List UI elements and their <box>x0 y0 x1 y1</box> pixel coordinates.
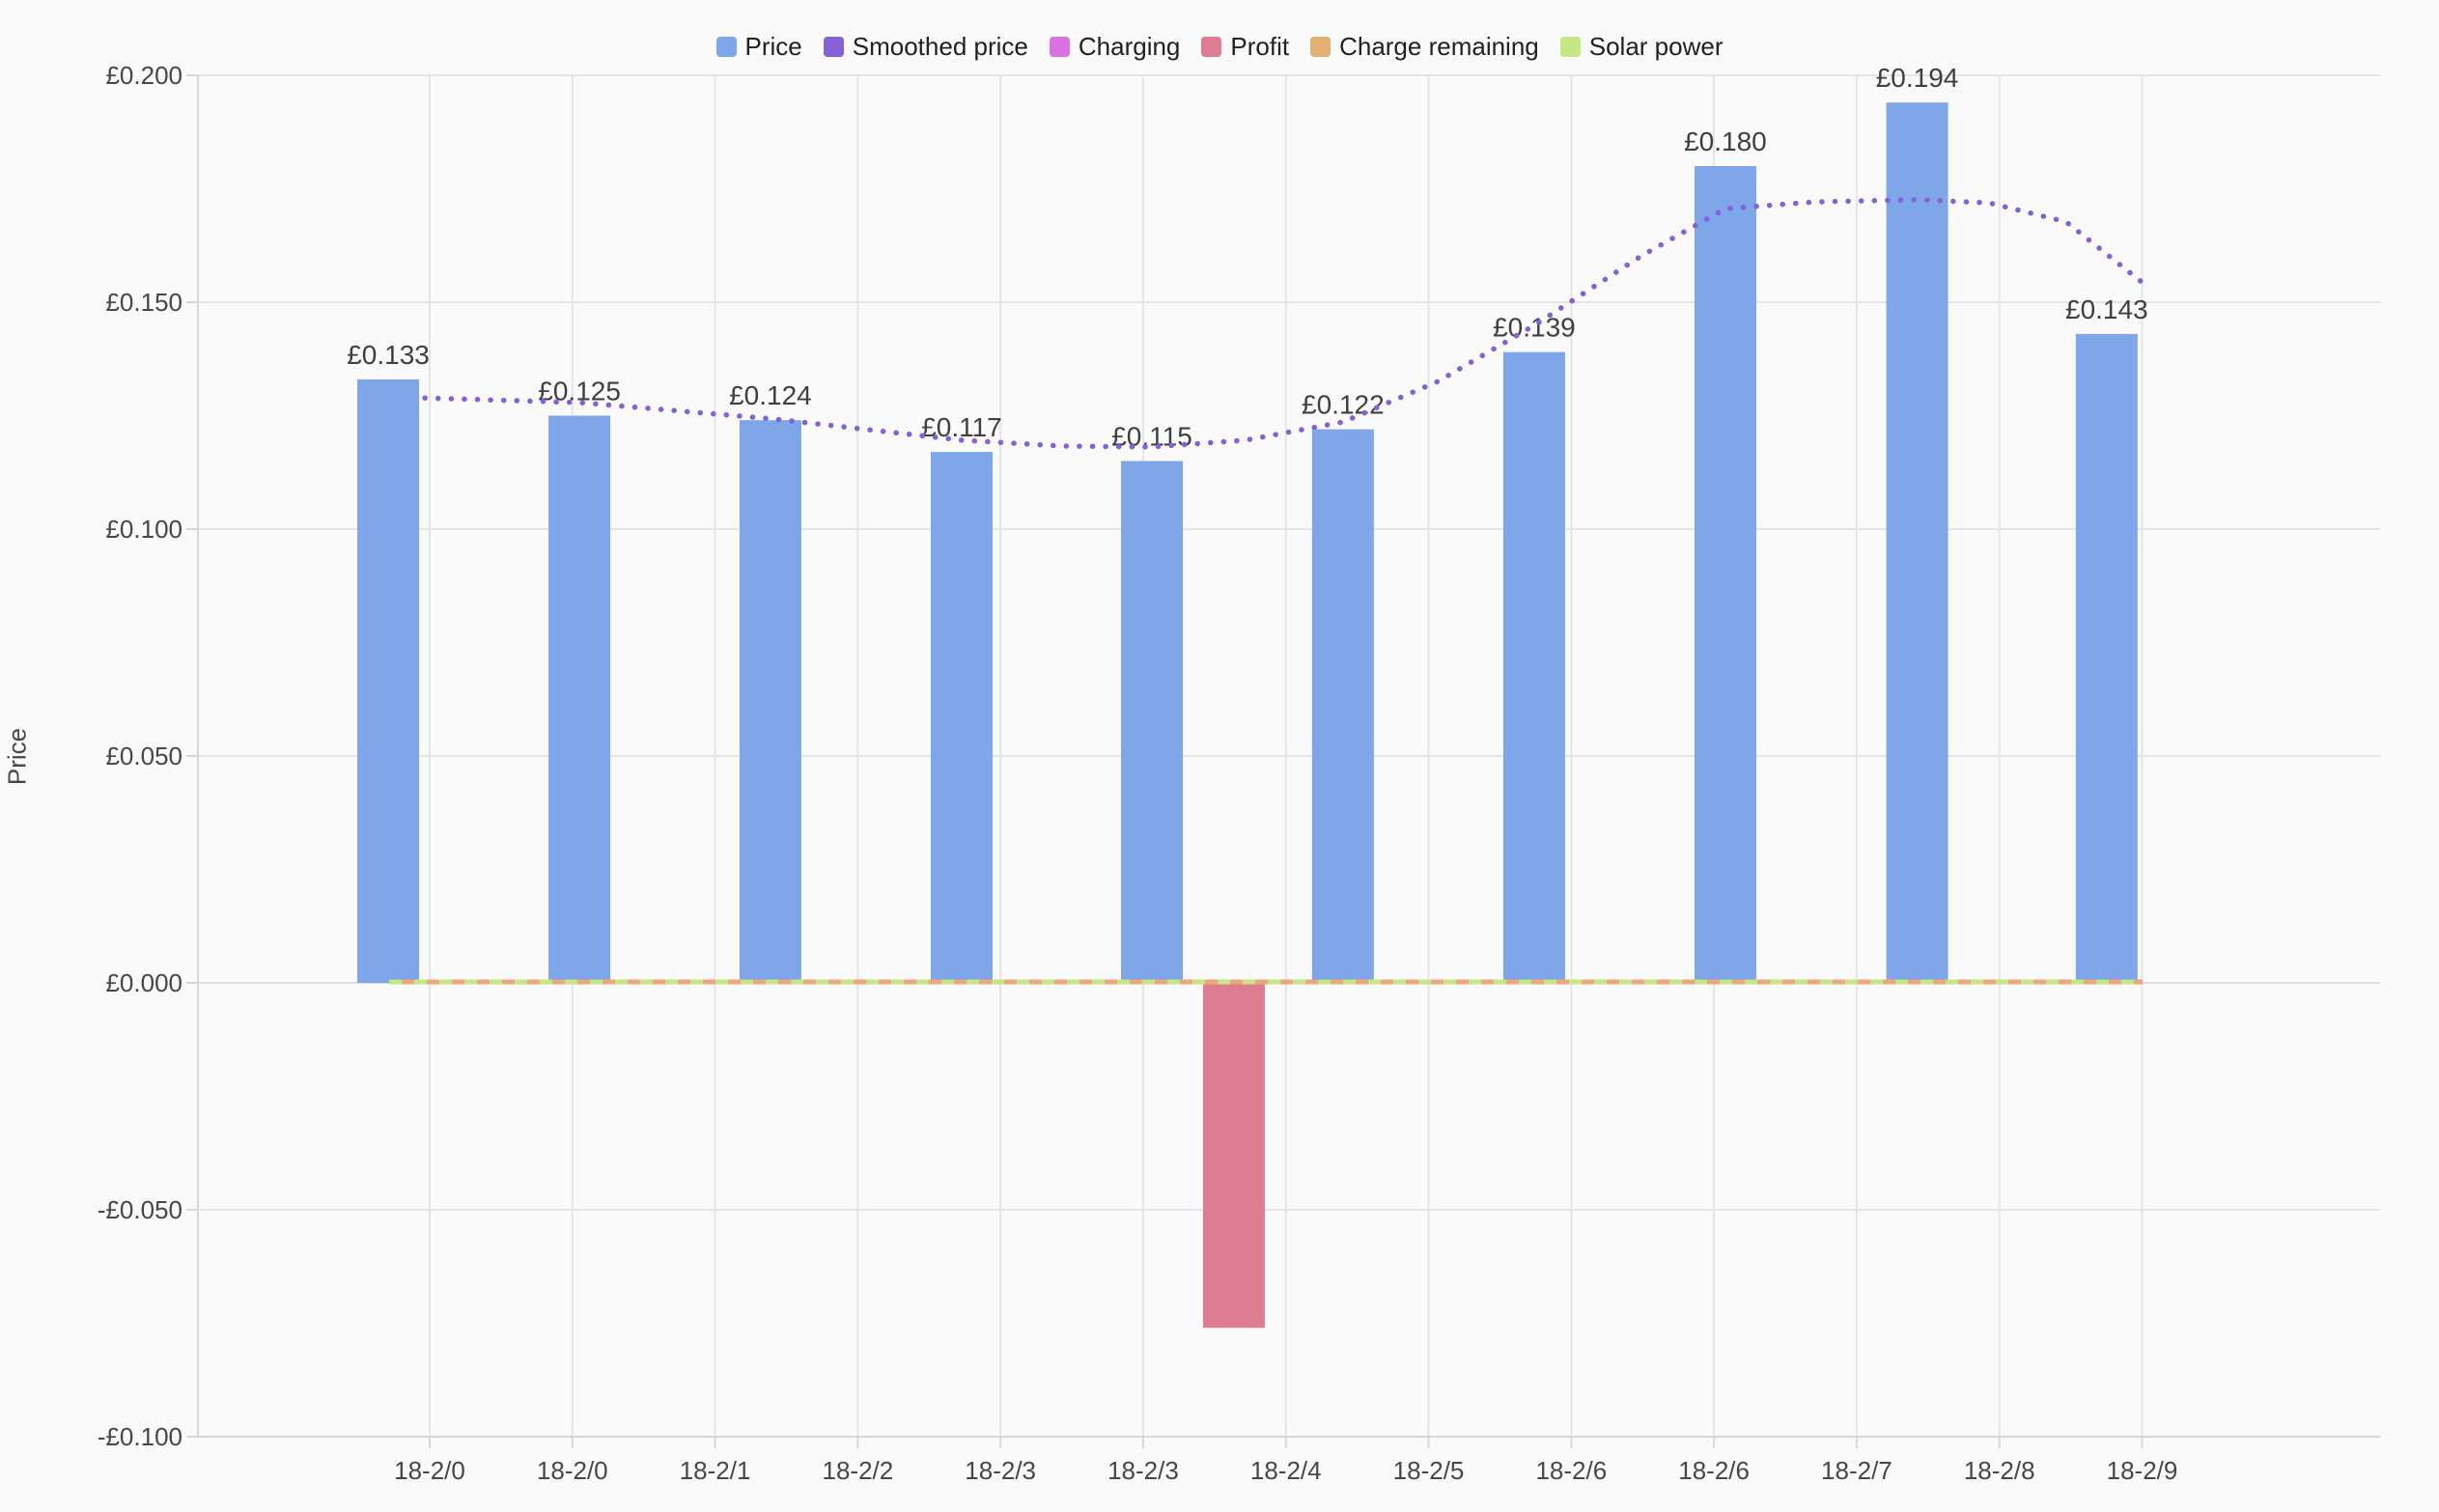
price-bar-value-label: £0.139 <box>1493 313 1576 343</box>
price-bar[interactable] <box>357 378 420 983</box>
y-tick-label: £0.100 <box>105 515 182 544</box>
chart-legend: Price Smoothed price Charging Profit Charge … <box>0 29 2439 64</box>
price-bar[interactable] <box>2075 333 2138 983</box>
legend-item-charge-remaining[interactable]: Charge remaining <box>1310 34 1539 59</box>
y-tick-label: -£0.050 <box>98 1195 182 1224</box>
legend-label: Price <box>744 32 802 61</box>
price-bar[interactable] <box>1694 166 1756 983</box>
x-tick-label: 18-2/1 <box>680 1456 751 1485</box>
price-bar[interactable] <box>930 452 993 984</box>
price-bar[interactable] <box>739 420 801 983</box>
x-tick-label: 18-2/4 <box>1250 1456 1322 1485</box>
legend-item-charging[interactable]: Charging <box>1049 32 1181 61</box>
legend-swatch-smoothed-price <box>823 36 844 57</box>
legend-label: Profit <box>1230 32 1290 61</box>
x-tick-label: 18-2/2 <box>823 1456 894 1485</box>
legend-swatch-price <box>715 36 737 57</box>
legend-swatch-charge-remaining <box>1310 36 1332 57</box>
price-bar[interactable] <box>548 415 611 984</box>
legend-swatch-solar-power <box>1559 36 1581 57</box>
price-bar[interactable] <box>1502 351 1565 983</box>
price-bar-value-label: £0.122 <box>1302 390 1385 420</box>
y-tick-label: £0.000 <box>105 968 182 997</box>
price-bar[interactable] <box>1121 461 1184 984</box>
legend-item-smoothed-price[interactable]: Smoothed price <box>823 32 1028 61</box>
y-tick-label: £0.200 <box>105 61 182 90</box>
y-tick-label: £0.050 <box>105 742 182 770</box>
price-bar[interactable] <box>1311 429 1374 984</box>
legend-label: Smoothed price <box>852 32 1028 61</box>
price-bar[interactable] <box>1886 102 1948 983</box>
legend-label: Solar power <box>1588 32 1724 61</box>
legend-swatch-profit <box>1201 36 1222 57</box>
legend-item-profit[interactable]: Profit <box>1201 34 1289 59</box>
price-bar-value-label: £0.133 <box>347 340 430 370</box>
x-tick-label: 18-2/9 <box>2107 1456 2178 1485</box>
price-bar-value-label: £0.115 <box>1111 422 1192 452</box>
x-tick-label: 18-2/6 <box>1535 1456 1607 1485</box>
legend-swatch-charging <box>1049 36 1070 57</box>
y-tick-label: -£0.100 <box>98 1422 182 1451</box>
legend-label: Charge remaining <box>1339 32 1539 61</box>
legend-item-solar-power[interactable]: Solar power <box>1559 32 1724 61</box>
legend-label: Charging <box>1078 32 1181 61</box>
price-bar-value-label: £0.143 <box>2065 294 2148 324</box>
x-tick-label: 18-2/6 <box>1678 1456 1750 1485</box>
price-bar-value-label: £0.180 <box>1684 126 1767 156</box>
y-tick-label: £0.150 <box>105 288 182 317</box>
x-tick-label: 18-2/5 <box>1393 1456 1465 1485</box>
price-bar-value-label: £0.125 <box>538 377 621 406</box>
smoothed-price-line <box>422 197 2145 450</box>
price-bar-value-label: £0.194 <box>1876 63 1959 93</box>
x-tick-label: 18-2/0 <box>537 1456 608 1485</box>
x-tick-label: 18-2/7 <box>1821 1456 1892 1485</box>
x-tick-label: 18-2/3 <box>1107 1456 1179 1485</box>
price-bar-value-label: £0.124 <box>729 380 812 410</box>
x-tick-label: 18-2/8 <box>1964 1456 2035 1485</box>
profit-bar[interactable] <box>1202 983 1265 1329</box>
x-tick-label: 18-2/0 <box>394 1456 465 1485</box>
legend-item-price[interactable]: Price <box>715 32 802 61</box>
x-tick-label: 18-2/3 <box>965 1456 1036 1485</box>
